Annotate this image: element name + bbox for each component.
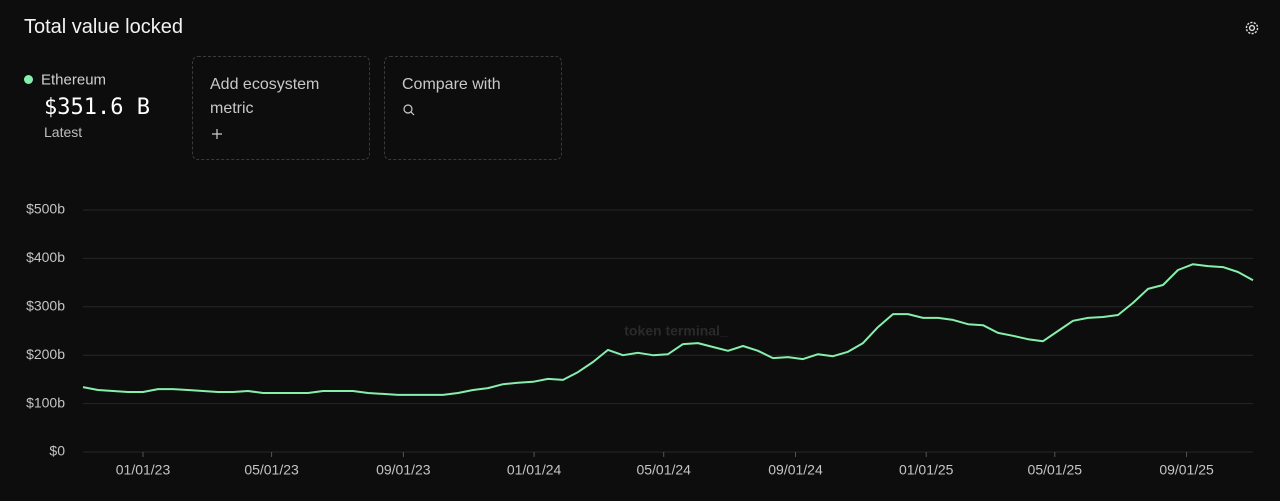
y-tick-label: $400b [26, 249, 65, 265]
x-tick-label: 09/01/23 [376, 462, 431, 478]
search-icon [403, 104, 415, 116]
button-label: Compare with [402, 76, 501, 93]
y-tick-label: $300b [26, 298, 65, 314]
legend-label: Ethereum [41, 71, 107, 89]
chart-title: Total value locked [24, 16, 183, 38]
x-tick-label: 01/01/23 [116, 462, 171, 478]
x-tick-label: 01/01/24 [507, 462, 562, 478]
x-tick-label: 05/01/24 [636, 462, 691, 478]
y-tick-label: $500b [26, 201, 65, 217]
watermark: token terminal_ [624, 323, 728, 339]
x-tick-label: 09/01/25 [1159, 462, 1214, 478]
y-tick-label: $200b [26, 346, 65, 362]
button-label: Add ecosystem metric [210, 76, 320, 117]
y-tick-label: $0 [49, 443, 65, 459]
data-line [82, 263, 1254, 396]
latest-caption: Latest [44, 124, 83, 140]
latest-value: $351.6 B [44, 95, 150, 120]
x-tick-label: 05/01/25 [1028, 462, 1083, 478]
compare-button[interactable]: Compare with [384, 56, 562, 160]
plus-icon [212, 129, 222, 139]
x-tick-label: 05/01/23 [244, 462, 299, 478]
settings-icon[interactable] [1244, 20, 1260, 36]
add-metric-button[interactable]: Add ecosystem metric [192, 56, 370, 160]
legend-swatch [24, 75, 33, 85]
x-tick-label: 01/01/25 [899, 462, 954, 478]
x-tick-label: 09/01/24 [768, 462, 823, 478]
legend: Ethereum $351.6 B Latest [24, 71, 150, 140]
y-tick-label: $100b [26, 394, 65, 410]
